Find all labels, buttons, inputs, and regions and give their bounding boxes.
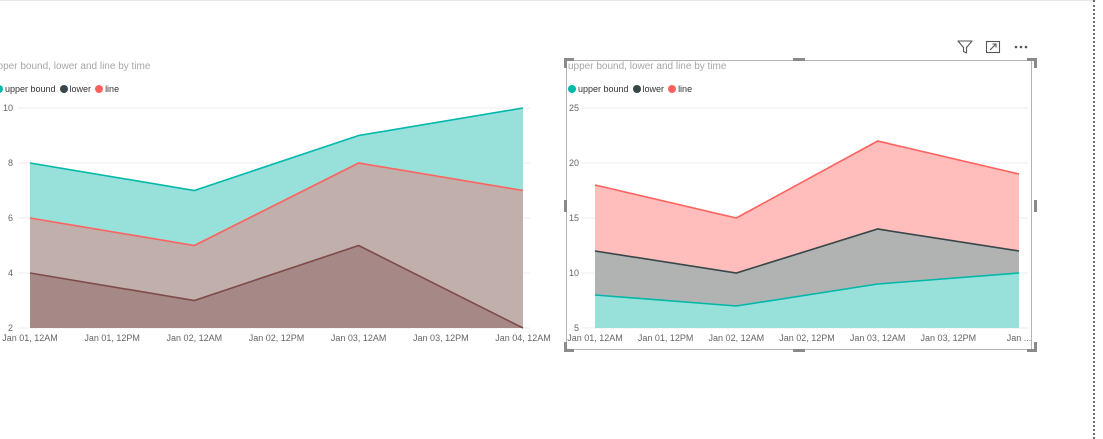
y-tick-label: 6 [8,213,13,223]
resize-handle-bottom-right[interactable] [1027,349,1037,352]
focus-mode-icon-glyph [985,40,1001,54]
x-tick-label: Jan 03, 12PM [921,333,977,343]
y-tick-label: 8 [8,158,13,168]
x-tick-label: Jan 03, 12AM [331,333,387,343]
more-options-icon[interactable] [1012,38,1030,56]
legend-item-line[interactable]: line [95,84,119,94]
legend-item-lower[interactable]: lower [632,84,665,94]
visual-title: upper bound, lower and line by time [0,61,151,72]
legend-marker-lower [59,85,68,93]
x-tick-label: Jan 01, 12PM [84,333,140,343]
x-tick-label: Jan 02, 12PM [249,333,305,343]
legend-marker-upper-bound [568,85,576,93]
visual-title: upper bound, lower and line by time [568,61,727,72]
x-tick-label: Jan 02, 12AM [167,333,223,343]
resize-handle-top[interactable] [793,58,805,61]
filter-icon[interactable] [956,38,974,56]
resize-handle-bottom-left[interactable] [564,349,574,352]
top-divider [0,0,1093,1]
resize-handle-bottom-left-vertical[interactable] [564,342,567,352]
legend-label: lower [642,84,665,94]
x-tick-label: Jan 01, 12AM [567,333,623,343]
resize-handle-right[interactable] [1034,200,1037,212]
y-tick-label: 20 [569,158,579,168]
legend-marker-line [668,85,677,93]
y-tick-label: 15 [569,213,579,223]
resize-handle-top-right[interactable] [1027,58,1037,61]
x-tick-label: Jan 04, 12AM [495,333,551,343]
more-options-icon-glyph [1014,45,1028,49]
series-line-lower [594,228,1020,274]
series-line-lower [29,244,524,329]
x-tick-label: Jan 02, 12PM [779,333,835,343]
legend-marker-lower [632,85,641,93]
page-boundary [1093,0,1095,439]
legend-item-line[interactable]: line [668,84,692,94]
y-tick-label: 10 [569,268,579,278]
resize-handle-bottom-right-vertical[interactable] [1034,342,1037,352]
x-tick-label: Jan 01, 12PM [638,333,694,343]
legend-item-lower[interactable]: lower [59,84,92,94]
x-tick-label: Jan 03, 12AM [850,333,906,343]
chart-legend: upper bound lower line [568,84,696,94]
legend-item-upper-bound[interactable]: upper bound [568,84,629,94]
legend-marker-upper-bound [0,85,3,93]
resize-handle-top-right-vertical[interactable] [1034,58,1037,68]
area-lower [30,245,523,328]
series-line-line [594,140,1020,219]
visual-header [956,38,1040,56]
legend-marker-line [95,85,104,93]
resize-handle-bottom[interactable] [793,349,805,352]
area-upper-bound [595,273,1019,328]
y-tick-label: 25 [569,103,579,113]
y-tick-label: 10 [3,103,13,113]
area-chart-visual-1[interactable]: upper bound, lower and line by time uppe… [0,58,555,348]
legend-label: lower [69,84,92,94]
area-chart-2: 5 10 15 20 25 Jan 01, 12AM Jan 01, 12PM Jan 02,… [567,103,1032,343]
y-tick-label: 5 [574,323,579,333]
resize-handle-top-left-vertical[interactable] [564,58,567,68]
legend-label: line [678,84,693,94]
area-chart-1: 2 4 6 8 10 Jan 01, 12AM Jan 01, 12PM Jan 02, 12… [2,103,551,343]
x-tick-label: Jan 02, 12AM [709,333,765,343]
series-line-upper-bound [29,107,524,192]
chart-legend: upper bound lower line [0,84,123,94]
y-tick-label: 2 [8,323,13,333]
series-line-upper-bound [594,272,1020,307]
focus-mode-icon[interactable] [984,38,1002,56]
series-line-line [29,162,524,247]
resize-handle-left[interactable] [564,200,567,212]
resize-handle-top-left[interactable] [564,58,574,61]
x-tick-label: Jan 01, 12AM [2,333,58,343]
x-tick-label: Jan ... [1007,333,1032,343]
y-tick-label: 4 [8,268,13,278]
legend-label: line [105,84,120,94]
area-chart-visual-2[interactable]: upper bound, lower and line by time uppe… [564,58,1037,352]
legend-label: upper bound [5,84,56,94]
legend-item-upper-bound[interactable]: upper bound [0,84,56,94]
filter-icon-glyph [957,40,973,54]
legend-label: upper bound [578,84,629,94]
x-tick-label: Jan 03, 12PM [413,333,469,343]
